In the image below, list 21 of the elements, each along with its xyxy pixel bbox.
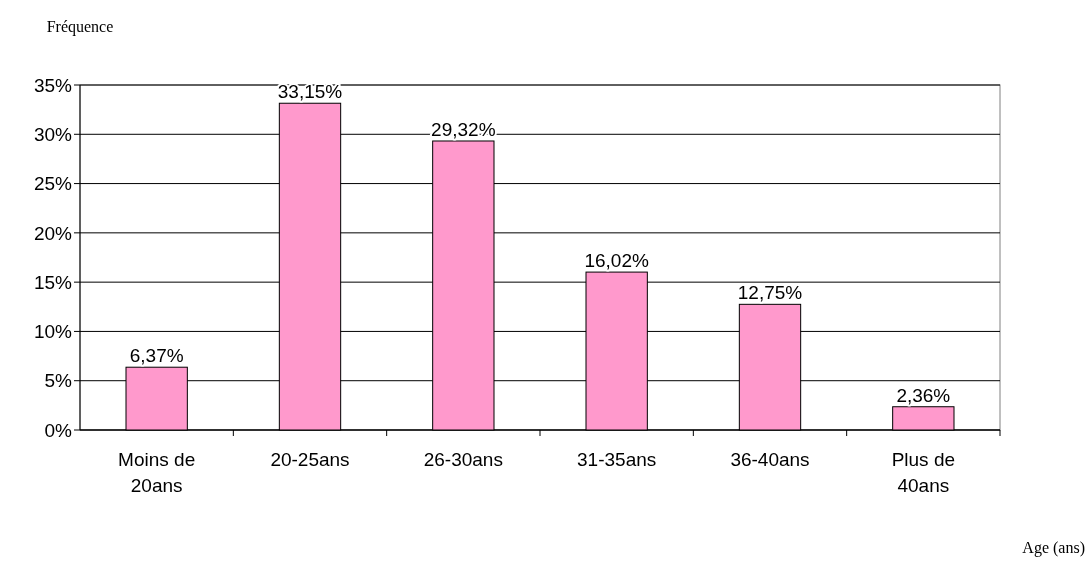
y-axis-title: Fréquence: [46, 18, 114, 36]
y-tick-label: 30%: [33, 123, 73, 145]
data-label: 12,75%: [737, 282, 803, 304]
data-label: 16,02%: [584, 250, 649, 272]
y-tick-label: 25%: [33, 173, 73, 195]
y-tick-label: 20%: [33, 222, 73, 244]
data-label: 2,36%: [896, 384, 951, 406]
y-tick-label: 0%: [44, 419, 73, 441]
x-tick-label: 26-30ans: [423, 449, 503, 470]
y-tick-label: 35%: [33, 74, 73, 96]
data-label: 6,37%: [129, 345, 184, 367]
y-tick-label: 15%: [33, 271, 73, 293]
data-label: 33,15%: [277, 81, 343, 103]
x-tick-label: 20-25ans: [270, 449, 350, 470]
x-tick-label: Plus de 40ans: [891, 449, 956, 496]
x-tick-label: 31-35ans: [577, 449, 657, 470]
x-axis-title: Age (ans): [1022, 539, 1085, 557]
x-tick-label: Moins de 20ans: [118, 449, 196, 496]
y-tick-label: 5%: [44, 370, 73, 392]
y-tick-label: 10%: [33, 321, 73, 343]
x-tick-label: 36-40ans: [730, 449, 810, 470]
